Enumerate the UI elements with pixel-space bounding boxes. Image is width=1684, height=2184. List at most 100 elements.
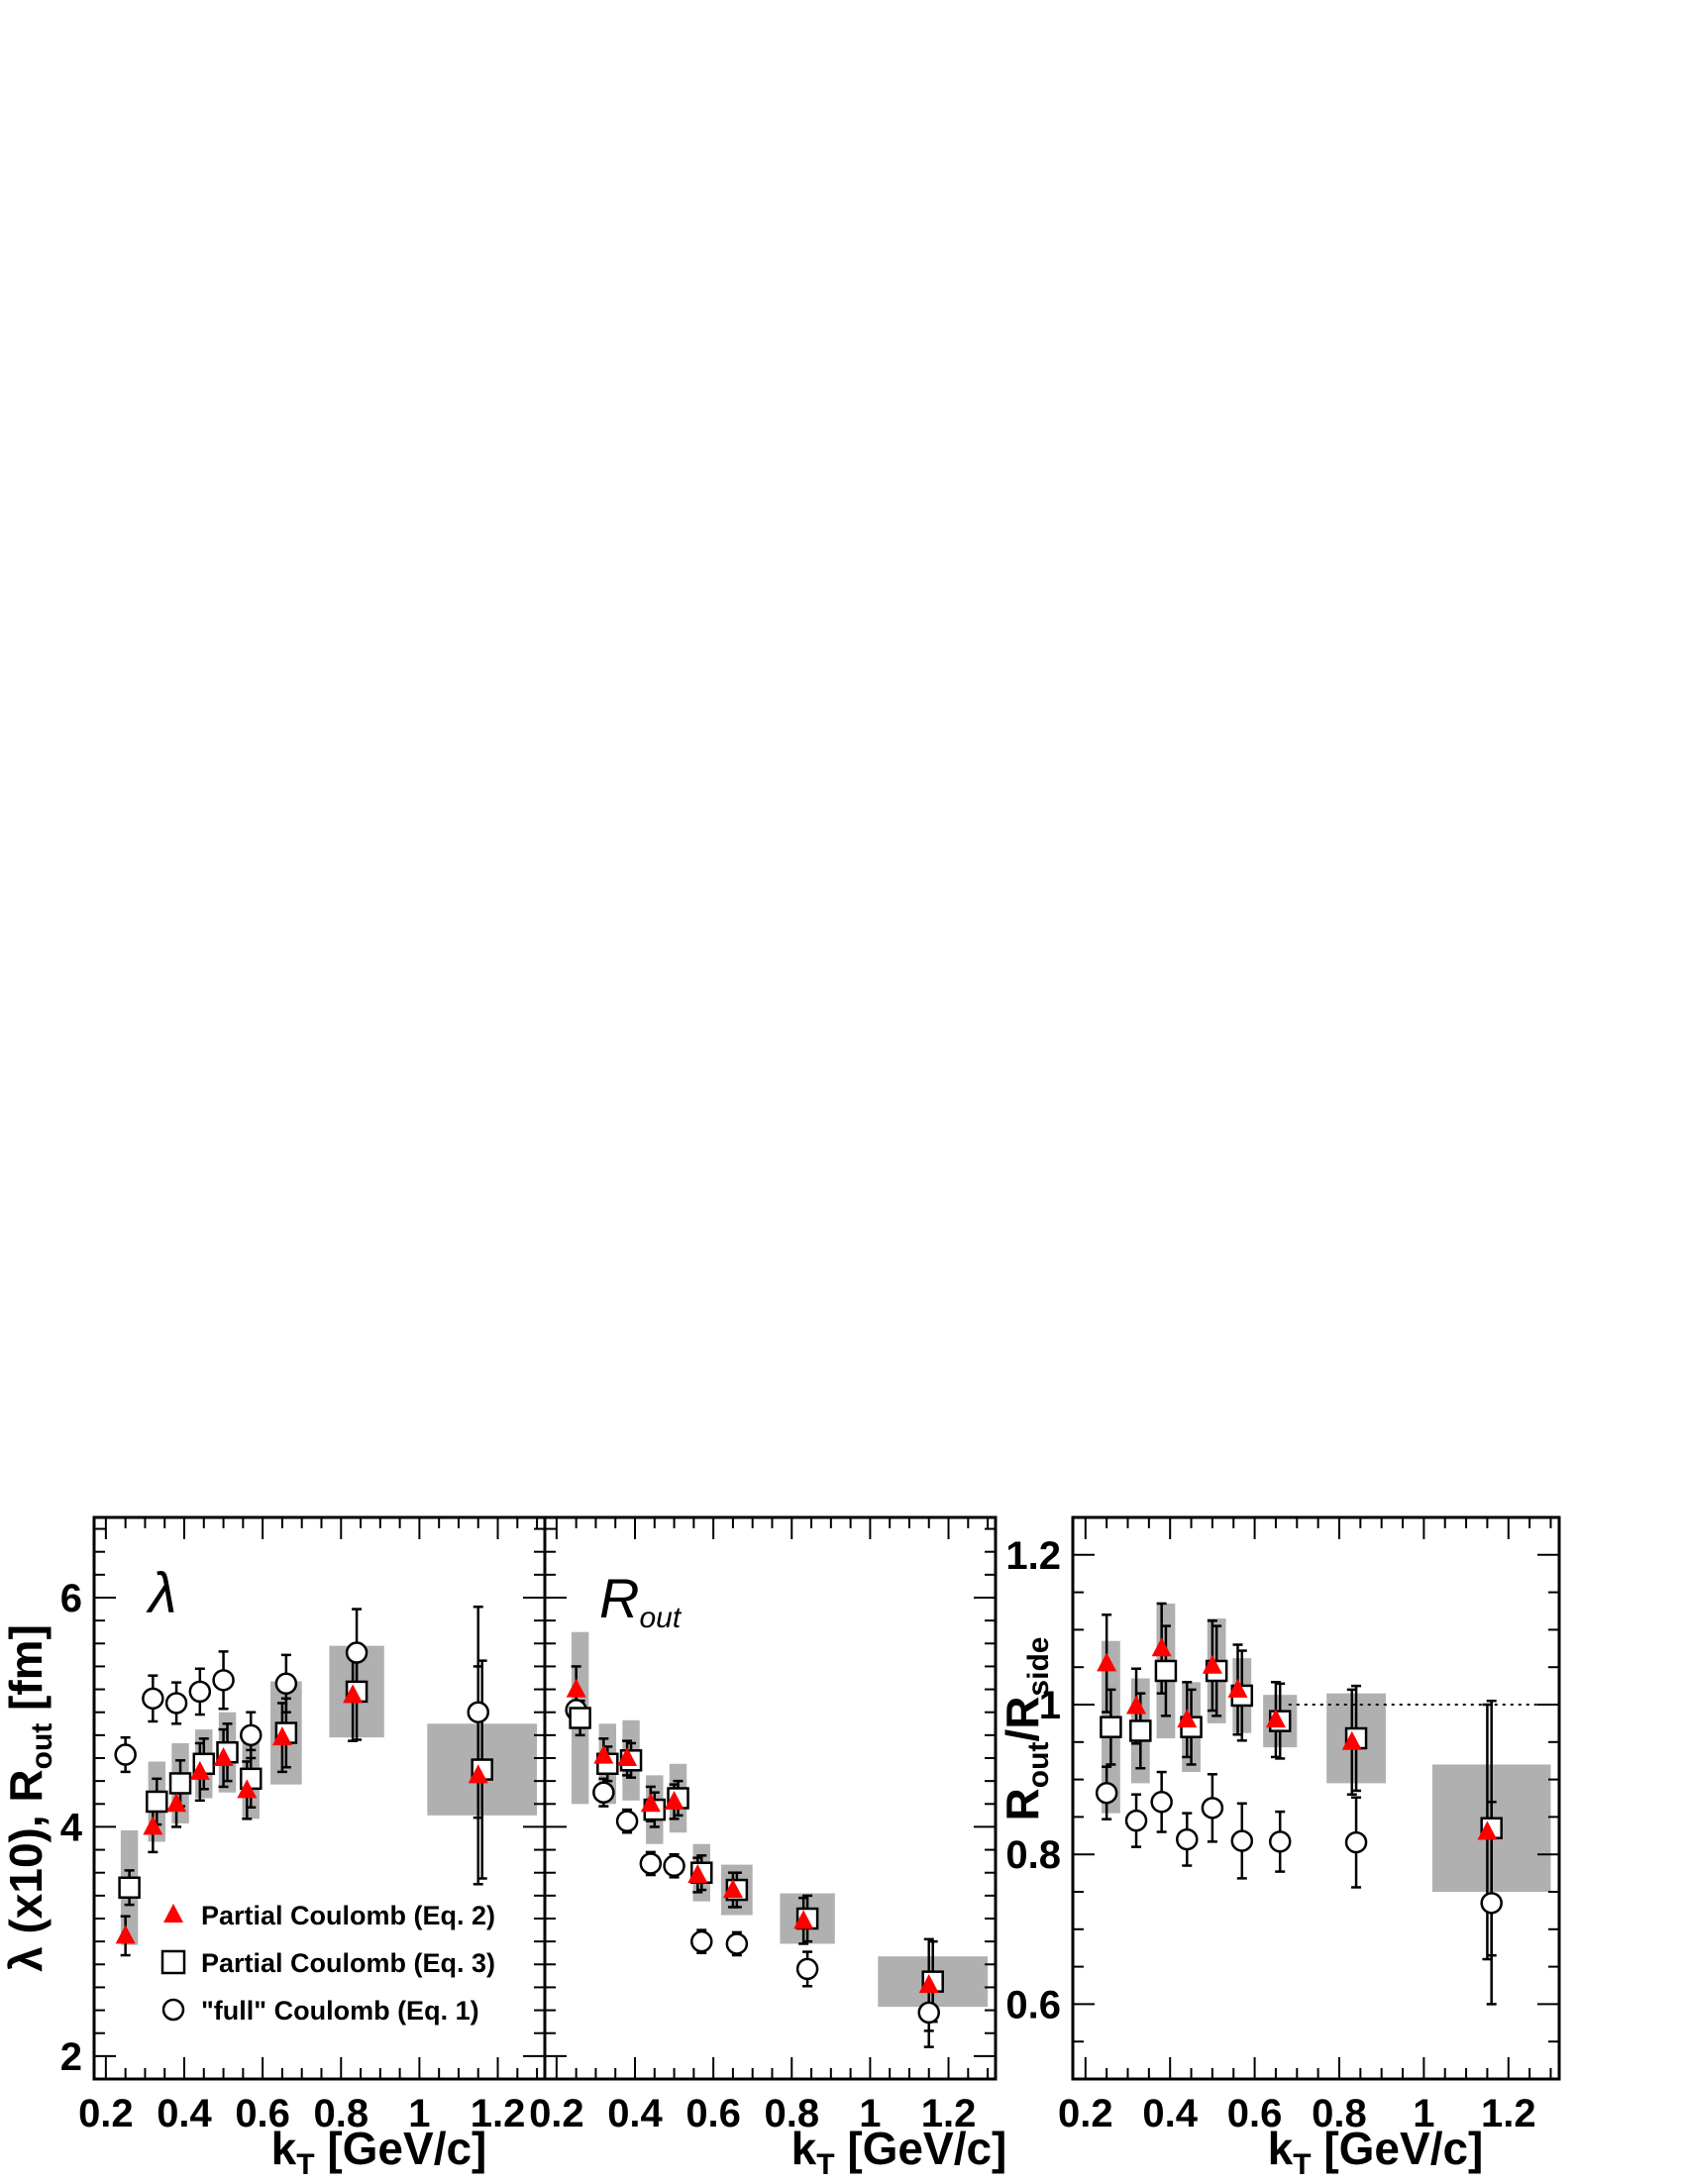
data-point-circle (1230, 1829, 1254, 1852)
data-point-square (146, 1790, 168, 1814)
data-point-triangle (617, 1747, 638, 1766)
x-tick-label: 0.4 (607, 2092, 663, 2135)
x-tick-label: 1 (408, 2092, 430, 2135)
x-tick-label: 1.2 (471, 2092, 526, 2135)
data-point-circle (1150, 1791, 1173, 1814)
x-tick-label: 0.6 (1227, 2092, 1283, 2135)
data-point-triangle (566, 1678, 586, 1698)
data-point-triangle (115, 1924, 136, 1944)
data-point-circle (1095, 1781, 1118, 1805)
data-point-triangle (593, 1744, 614, 1764)
data-point-triangle (1151, 1637, 1172, 1657)
legend-marker-square (160, 1949, 186, 1975)
data-point-triangle (1227, 1678, 1248, 1698)
x-tick-label: 0.2 (78, 2092, 134, 2135)
data-point-triangle (722, 1879, 743, 1899)
data-point-triangle (237, 1779, 258, 1799)
data-point-circle (1480, 1892, 1503, 1915)
legend-label: "full" Coulomb (Eq. 1) (201, 1996, 479, 2026)
x-tick-label: 0.8 (764, 2092, 819, 2135)
data-point-circle (345, 1641, 368, 1664)
legend-label: Partial Coulomb (Eq. 3) (201, 1948, 495, 1978)
data-point-circle (615, 1810, 639, 1832)
x-tick-label: 0.2 (1058, 2092, 1113, 2135)
data-point-triangle (343, 1684, 364, 1704)
data-point-circle (1201, 1797, 1224, 1820)
panel-label: Rout (599, 1567, 683, 1634)
data-point-triangle (468, 1764, 488, 1784)
x-tick-label: 0.6 (235, 2092, 290, 2135)
data-point-circle (917, 2001, 940, 2025)
data-point-triangle (213, 1747, 234, 1766)
data-point-circle (142, 1687, 164, 1711)
data-point-triangle (1097, 1652, 1117, 1672)
data-point-triangle (793, 1910, 814, 1929)
data-point-circle (795, 1957, 819, 1981)
data-point-triangle (1341, 1730, 1362, 1750)
x-axis-title: kT [GeV/c] (1268, 2123, 1484, 2179)
data-point-circle (1124, 1809, 1148, 1832)
data-point-circle (240, 1723, 263, 1747)
data-point-triangle (687, 1864, 708, 1884)
x-tick-label: 0.4 (157, 2092, 212, 2135)
y-tick-label: 2 (60, 2035, 82, 2079)
y-tick-label: 1.2 (1005, 1534, 1061, 1578)
x-tick-label: 0.4 (1142, 2092, 1198, 2135)
y-axis-title: Rout/Rside (997, 1637, 1055, 1821)
panel-1: 0.2 0.4 0.6 0.8 1 1.2 2 4 6 kT [GeV/c] (60, 1515, 547, 2181)
x-axis-title: kT [GeV/c] (271, 2123, 487, 2179)
data-point-triangle (166, 1793, 187, 1813)
x-axis-title: kT [GeV/c] (791, 2123, 1007, 2179)
x-tick-label: 0.8 (1312, 2092, 1367, 2135)
y-tick-label: 0.6 (1005, 1983, 1061, 2027)
y-tick-label: 0.8 (1005, 1833, 1061, 1877)
data-point-circle (212, 1669, 235, 1692)
data-point-circle (639, 1852, 663, 1875)
data-point-circle (663, 1854, 685, 1878)
y-axis-title: λ (x10), Rout [fm] (0, 1624, 58, 1972)
data-point-circle (188, 1680, 212, 1704)
data-point-circle (592, 1781, 615, 1804)
data-point-square (1154, 1659, 1178, 1683)
y-tick-label: 4 (60, 1806, 83, 1849)
data-point-square (1129, 1719, 1152, 1742)
data-point-circle (467, 1701, 489, 1723)
x-tick-label: 1 (859, 2092, 881, 2135)
data-point-triangle (1126, 1695, 1147, 1715)
x-tick-label: 0.6 (685, 2092, 741, 2135)
legend-marker-triangle (163, 1904, 183, 1923)
data-point-triangle (271, 1726, 292, 1746)
data-point-circle (690, 1929, 713, 1953)
data-point-square (168, 1772, 192, 1795)
y-tick-label: 1 (1039, 1684, 1061, 1727)
panel-3: 0.2 0.4 0.6 0.8 1 1.20.60.811.2kT [GeV/c] (1005, 1515, 1561, 2181)
data-point-triangle (143, 1816, 163, 1835)
y-tick-label: 6 (60, 1577, 82, 1620)
data-point-circle (1268, 1830, 1292, 1853)
data-point-triangle (664, 1790, 684, 1810)
data-point-circle (1344, 1830, 1368, 1854)
x-tick-label: 1 (1413, 2092, 1434, 2135)
data-point-triangle (1202, 1654, 1222, 1674)
data-point-triangle (189, 1760, 210, 1780)
x-tick-label: 0.2 (529, 2092, 584, 2135)
data-point-square (569, 1707, 591, 1729)
data-point-circle (114, 1743, 137, 1766)
data-point-triangle (1177, 1709, 1198, 1728)
data-point-circle (164, 1692, 188, 1715)
data-point-circle (725, 1932, 749, 1955)
panel-label: λ (146, 1561, 177, 1625)
panel-2: 0.2 0.4 0.6 0.8 1 1.2kT [GeV/c] (529, 1515, 1007, 2181)
x-tick-label: 0.8 (313, 2092, 368, 2135)
x-tick-label: 1.2 (921, 2092, 977, 2135)
legend-marker-circle (161, 1998, 185, 2022)
data-point-square (118, 1876, 141, 1900)
panel-frame (543, 1515, 998, 2081)
data-point-triangle (640, 1793, 661, 1813)
data-point-triangle (1265, 1709, 1286, 1728)
data-point-triangle (918, 1974, 939, 1994)
panel-frame (1071, 1515, 1561, 2081)
legend: Partial Coulomb (Eq. 2) Partial Coulomb (… (160, 1901, 495, 2026)
